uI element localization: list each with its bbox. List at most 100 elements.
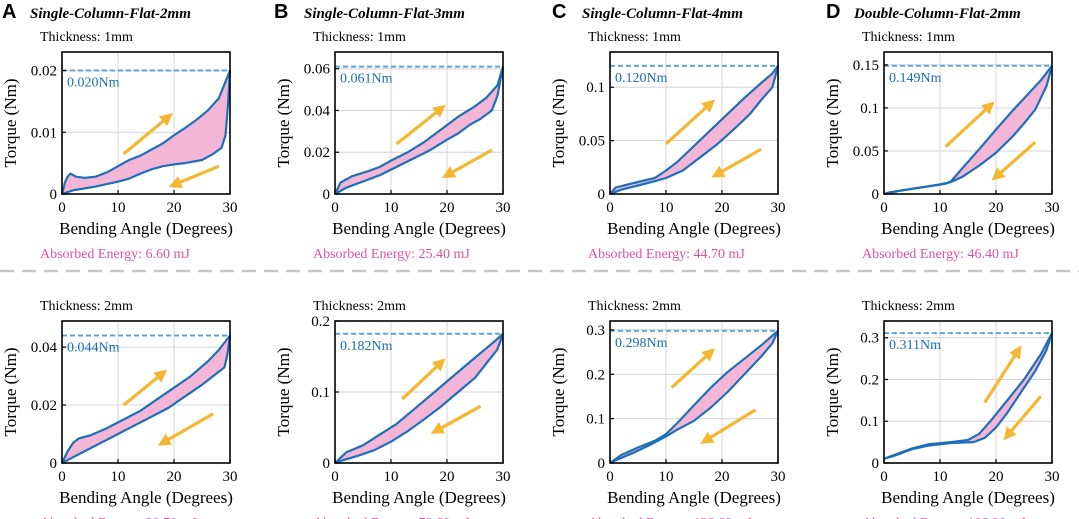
absorbed-energy-label: Absorbed Energy: 44.70 mJ [588,247,745,262]
x-tick-label: 0 [58,200,66,216]
y-tick-label: 0.02 [304,145,330,161]
loading-arrow [983,345,1022,404]
x-tick-label: 30 [223,469,238,485]
peak-label: 0.149Nm [889,71,942,86]
y-axis-label: Torque (Nm) [1,348,20,437]
thickness-label: Thickness: 2mm [313,299,406,314]
loading-arrow [122,113,173,156]
unloading-curve [609,65,780,196]
x-tick-label: 0 [331,469,339,485]
thickness-label: Thickness: 2mm [40,299,133,314]
x-tick-label: 10 [384,469,399,485]
y-axis-label: Torque (Nm) [549,79,568,168]
panel-letter-b: B [274,1,288,23]
thickness-label: Thickness: 2mm [862,299,955,314]
y-tick-label: 0.3 [860,331,879,347]
x-tick-label: 0 [606,200,614,216]
y-tick-label: 0.01 [31,125,57,141]
chart-panel: Thickness: 2mm 0.182Nm 0 10 20 30 0 0.1 0.2 Bendi… [274,299,511,519]
unloading-arrow [168,164,220,188]
unloading-arrow [157,412,214,446]
axes-box [883,51,1053,195]
y-tick-label: 0.02 [31,398,57,414]
column-header-b: B Single-Column-Flat-3mm [274,1,465,23]
loading-curve [334,66,505,195]
unloading-arrow [1003,395,1043,441]
panel-title-a: Single-Column-Flat-2mm [30,6,191,22]
x-tick-label: 10 [659,200,674,216]
x-tick-label: 30 [1045,200,1060,216]
column-header-a: A Single-Column-Flat-2mm [2,1,191,23]
axes-box [883,320,1053,464]
x-axis-label: Bending Angle (Degrees) [332,219,506,238]
unloading-curve [609,330,780,464]
x-axis-label: Bending Angle (Degrees) [332,488,506,507]
axes-box [61,320,231,464]
y-axis-label: Torque (Nm) [1,79,20,168]
x-tick-label: 0 [58,469,66,485]
loading-arrow [395,104,446,146]
unloading-arrow [700,408,757,444]
x-tick-label: 20 [440,200,455,216]
x-axis-label: Bending Angle (Degrees) [607,219,781,238]
peak-label: 0.061Nm [340,72,393,87]
column-header-d: D Double-Column-Flat-2mm [826,1,1021,23]
loading-arrow [670,348,716,389]
y-tick-label: 0.04 [31,340,58,356]
peak-label: 0.044Nm [67,340,120,355]
y-tick-label: 0 [323,456,331,472]
x-tick-label: 20 [989,469,1004,485]
unloading-arrow [991,141,1037,181]
absorbed-energy-label: Absorbed Energy: 106.90 mJ [862,516,1026,519]
peak-label: 0.311Nm [889,338,941,353]
peak-label: 0.020Nm [67,76,120,91]
x-tick-label: 10 [384,200,399,216]
y-tick-label: 0.06 [304,62,331,78]
x-axis-label: Bending Angle (Degrees) [607,488,781,507]
y-tick-label: 0.1 [860,414,879,430]
unloading-curve [334,333,505,465]
y-tick-label: 0.04 [304,103,331,119]
unloading-curve [61,335,232,464]
thickness-label: Thickness: 1mm [588,30,681,45]
y-tick-label: 0.1 [586,80,605,96]
chart-panel: Thickness: 1mm 0.149Nm 0 10 20 30 0 0.05 0.1 0.15… [823,30,1060,262]
unloading-arrow [430,404,482,434]
y-tick-label: 0.1 [311,385,330,401]
y-tick-label: 0 [50,187,58,203]
y-tick-label: 0.1 [586,412,605,428]
x-tick-label: 30 [1045,469,1060,485]
loading-curve [61,334,231,464]
unloading-curve [883,332,1054,460]
panel-letter-a: A [2,1,16,23]
absorbed-energy-label: Absorbed Energy: 25.40 mJ [313,247,470,262]
thickness-label: Thickness: 1mm [40,30,133,45]
y-tick-label: 0.2 [860,372,879,388]
x-tick-label: 10 [659,469,674,485]
x-tick-label: 20 [440,469,455,485]
axes-box [61,51,231,195]
loading-curve [60,70,232,195]
panel-letter-d: D [826,1,840,23]
axes-box [609,51,779,195]
y-tick-label: 0 [872,456,880,472]
x-tick-label: 30 [496,200,511,216]
loading-arrow [401,358,446,401]
y-tick-label: 0 [872,187,880,203]
x-tick-label: 20 [715,469,730,485]
x-tick-label: 10 [111,469,126,485]
x-tick-label: 0 [331,200,339,216]
panel-title-d: Double-Column-Flat-2mm [853,6,1021,22]
x-axis-label: Bending Angle (Degrees) [881,488,1055,507]
absorbed-energy-label: Absorbed Energy: 126.60 mJ [588,516,752,519]
y-tick-label: 0 [323,187,331,203]
x-axis-label: Bending Angle (Degrees) [59,488,233,507]
unloading-curve [61,70,232,196]
hysteresis-area [335,66,503,194]
y-tick-label: 0 [598,456,606,472]
absorbed-energy-label: Absorbed Energy: 78.60 mJ [313,516,470,519]
y-tick-label: 0.15 [853,58,879,74]
loading-curve [609,65,779,195]
y-axis-label: Torque (Nm) [549,348,568,437]
